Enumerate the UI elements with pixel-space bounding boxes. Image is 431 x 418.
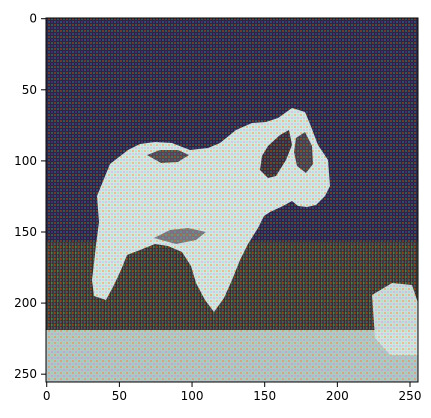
x-tick-label: 150: [253, 389, 276, 403]
y-tick-label: 100: [14, 154, 37, 168]
x-tick-label: 250: [399, 389, 422, 403]
y-tick-label: 250: [14, 367, 37, 381]
x-tick-label: 50: [112, 389, 127, 403]
y-tick-label: 150: [14, 225, 37, 239]
y-tick-label: 0: [29, 12, 37, 26]
x-tick-label: 100: [181, 389, 204, 403]
noise-overlay: [46, 18, 418, 382]
y-axis: 0 50 100 150 200 250: [14, 12, 46, 381]
image-plot: [46, 18, 418, 382]
y-tick-label: 200: [14, 296, 37, 310]
y-tick-label: 50: [22, 83, 37, 97]
x-tick-label: 0: [43, 389, 51, 403]
x-axis: 0 50 100 150 200 250: [43, 382, 422, 403]
axes-frame: [45, 17, 419, 383]
x-tick-label: 200: [326, 389, 349, 403]
